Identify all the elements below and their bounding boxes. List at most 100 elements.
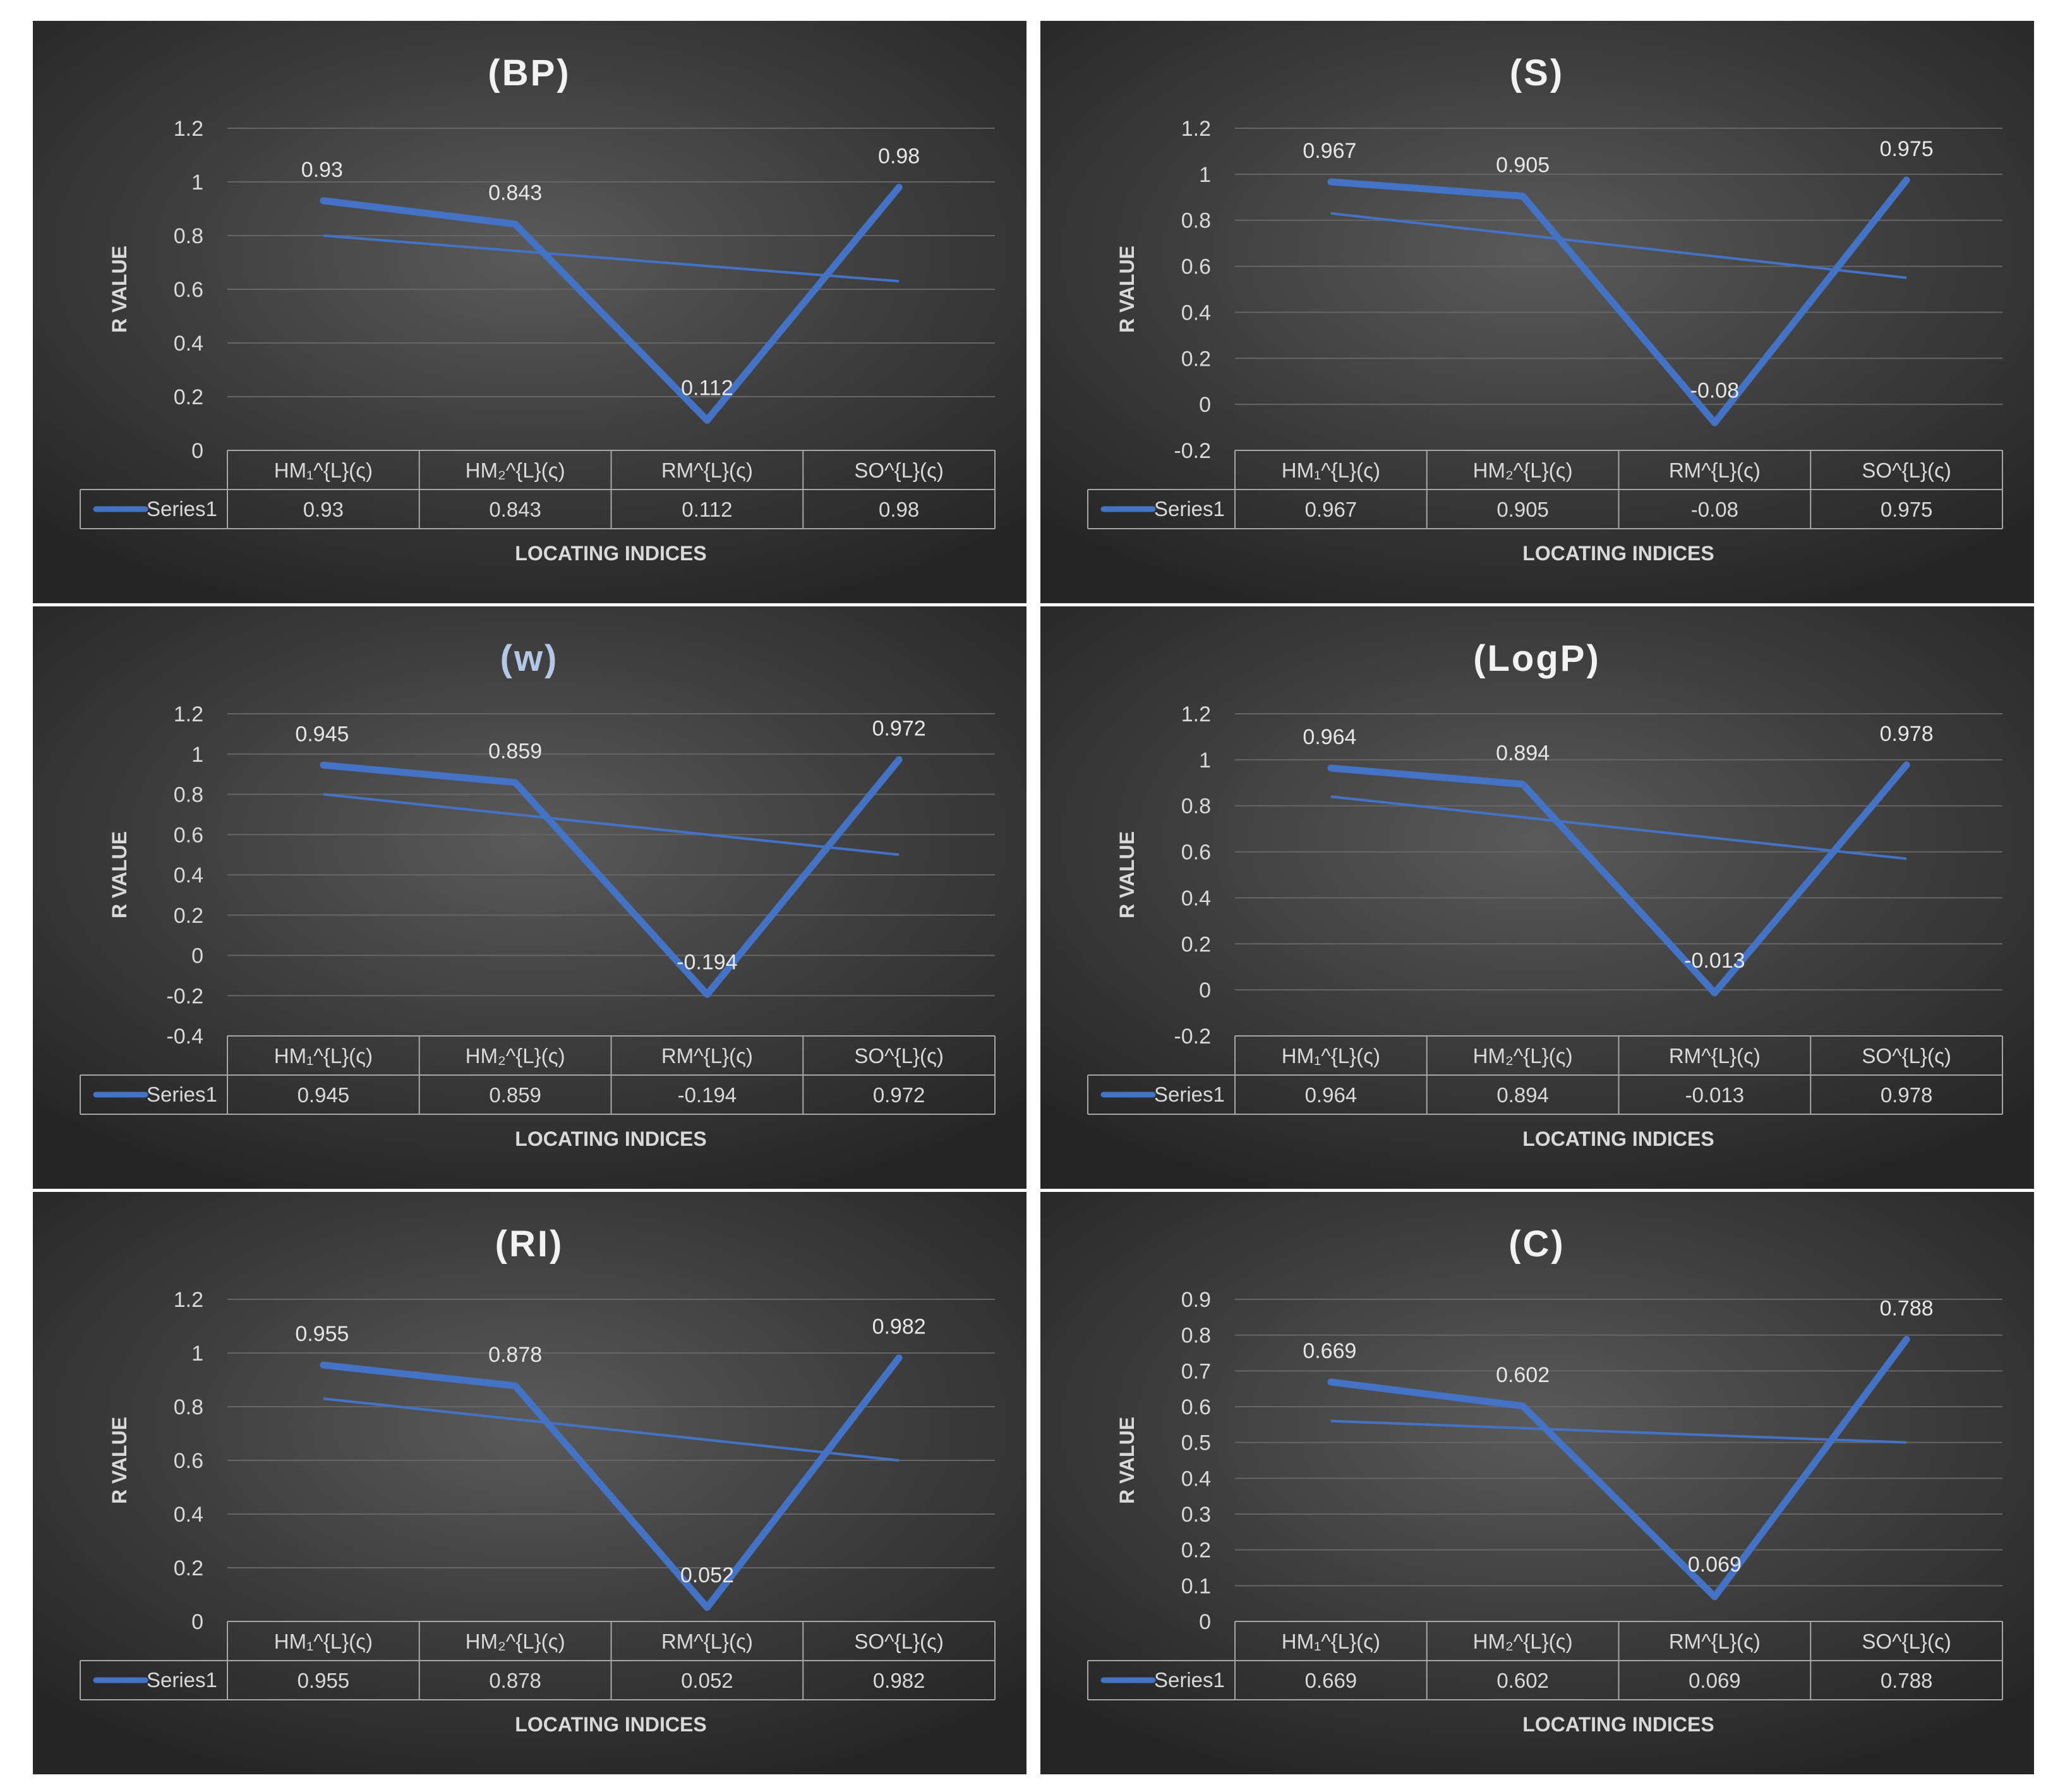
chart-panel-c: (C) 0 0.1 0.2 0.3 0.4 0.5 0.6 0.7 0.8 0.9 R VALUE HM… <box>1040 1192 2034 1774</box>
chart-panel-w: (w) -0.4 -0.2 0 0.2 0.4 0.6 0.8 1 1.2 R VALUE HM₁^{… <box>33 606 1026 1189</box>
y-tick-label: 0.4 <box>1181 301 1211 325</box>
legend-series-name: Series1 <box>1154 1668 1225 1692</box>
legend-series-name: Series1 <box>147 497 217 520</box>
trendline <box>1330 1419 1907 1444</box>
chart-title: (S) <box>1510 52 1564 93</box>
series-line <box>1327 1335 1910 1601</box>
category-label: SO^{L}(ς) <box>854 459 943 482</box>
legend-series-name: Series1 <box>1154 497 1225 520</box>
data-label: 0.975 <box>1880 137 1934 161</box>
category-label: SO^{L}(ς) <box>1862 459 1951 482</box>
legend-series-name: Series1 <box>147 1083 217 1106</box>
y-tick-label: 0.8 <box>174 224 203 248</box>
data-point <box>1327 178 1334 185</box>
category-label: HM₂^{L}(ς) <box>1473 459 1573 482</box>
category-label: RM^{L}(ς) <box>1669 459 1761 482</box>
y-axis-title: R VALUE <box>108 246 131 333</box>
category-label: RM^{L}(ς) <box>1669 1044 1761 1067</box>
y-tick-label: 1 <box>1199 163 1211 187</box>
data-label: -0.08 <box>1690 378 1740 402</box>
y-tick-label: 0.2 <box>1181 347 1211 371</box>
chart-panel-logp: (LogP) -0.2 0 0.2 0.4 0.6 0.8 1 1.2 R VALUE HM₁^{L… <box>1040 606 2034 1189</box>
y-tick-label: 0.8 <box>1181 209 1211 233</box>
data-point <box>896 184 903 191</box>
y-tick-label: 1 <box>191 743 203 767</box>
y-tick-label: 1.2 <box>1181 702 1211 726</box>
category-label: HM₁^{L}(ς) <box>274 459 373 482</box>
chart-title: (w) <box>500 638 559 679</box>
data-label: 0.93 <box>301 158 343 182</box>
y-tick-label: 0.6 <box>1181 255 1211 279</box>
table-value: 0.98 <box>879 498 919 521</box>
category-label: RM^{L}(ς) <box>1669 1630 1761 1653</box>
data-table <box>80 1621 996 1700</box>
series-line <box>320 1354 903 1611</box>
y-tick-label: 1.2 <box>1181 117 1211 141</box>
data-point <box>512 1382 519 1389</box>
series-line <box>320 756 903 998</box>
data-point <box>1903 176 1910 183</box>
data-table <box>1087 1621 2003 1700</box>
category-label: HM₂^{L}(ς) <box>1473 1630 1573 1653</box>
data-point <box>320 762 327 769</box>
data-point <box>512 220 519 227</box>
data-label: 0.788 <box>1880 1296 1934 1320</box>
y-tick-label: 0.6 <box>1181 841 1211 865</box>
table-value: -0.08 <box>1691 498 1738 521</box>
line-chart: (BP) 0 0.2 0.4 0.6 0.8 1 1.2 R VALUE HM₁^{L}(ς) 0.… <box>80 52 996 565</box>
data-label: -0.194 <box>677 950 737 974</box>
y-tick-label: 0.1 <box>1181 1574 1211 1598</box>
line-chart: (S) -0.2 0 0.2 0.4 0.6 0.8 1 1.2 R VALUE HM₁^{L}(ς… <box>1087 52 2003 565</box>
table-value: 0.975 <box>1881 498 1933 521</box>
data-label: 0.967 <box>1303 139 1356 163</box>
data-label: 0.978 <box>1880 722 1934 746</box>
table-value: 0.878 <box>489 1669 541 1692</box>
y-tick-label: 0.6 <box>1181 1395 1211 1419</box>
table-value: 0.669 <box>1305 1669 1358 1692</box>
y-tick-label: 0.4 <box>174 1503 203 1527</box>
y-tick-label: 0.4 <box>174 863 203 887</box>
data-point <box>1711 989 1718 996</box>
data-point <box>512 779 519 786</box>
category-label: SO^{L}(ς) <box>1862 1044 1951 1067</box>
series-line <box>1327 761 1910 997</box>
category-label: RM^{L}(ς) <box>661 1630 753 1653</box>
chart-panel-ri: (RI) 0 0.2 0.4 0.6 0.8 1 1.2 R VALUE HM₁^{L}(ς) 0.… <box>33 1192 1026 1774</box>
data-point <box>896 756 903 763</box>
category-label: HM₁^{L}(ς) <box>1282 1630 1380 1653</box>
series-line <box>1327 176 1910 426</box>
legend-series-name: Series1 <box>147 1668 217 1692</box>
line-chart: (C) 0 0.1 0.2 0.3 0.4 0.5 0.6 0.7 0.8 0.9 R VALUE HM… <box>1087 1224 2003 1736</box>
y-tick-label: 0.6 <box>174 1449 203 1473</box>
category-label: HM₂^{L}(ς) <box>1473 1044 1573 1067</box>
data-label: 0.955 <box>295 1322 349 1346</box>
y-tick-label: 0.8 <box>1181 1324 1211 1348</box>
category-label: HM₁^{L}(ς) <box>1282 1044 1380 1067</box>
chart-title: (C) <box>1508 1224 1565 1265</box>
data-point <box>320 1362 327 1369</box>
y-tick-label: 0.2 <box>174 904 203 928</box>
data-point <box>1903 1336 1910 1343</box>
category-label: HM₂^{L}(ς) <box>466 1630 565 1653</box>
trendline <box>323 234 900 283</box>
table-value: 0.945 <box>298 1083 350 1107</box>
legend-series-name: Series1 <box>1154 1083 1225 1106</box>
y-tick-label: 1 <box>191 171 203 195</box>
y-tick-label: -0.2 <box>1174 439 1211 463</box>
y-axis-title: R VALUE <box>1116 831 1138 918</box>
y-tick-label: 0 <box>1199 393 1211 417</box>
table-value: 0.052 <box>681 1669 733 1692</box>
y-tick-label: 0.3 <box>1181 1503 1211 1527</box>
y-tick-label: 0.2 <box>174 1556 203 1580</box>
trendline <box>323 1397 900 1462</box>
y-tick-label: 0.2 <box>1181 932 1211 956</box>
y-tick-label: 1.2 <box>174 117 203 141</box>
x-axis-title: LOCATING INDICES <box>1522 542 1714 565</box>
y-axis-title: R VALUE <box>1116 1417 1138 1504</box>
data-table <box>1087 1035 2003 1115</box>
table-value: 0.894 <box>1496 1083 1549 1107</box>
table-value: 0.069 <box>1689 1669 1741 1692</box>
y-tick-label: 0.4 <box>1181 1467 1211 1491</box>
y-tick-label: 0.4 <box>1181 886 1211 910</box>
x-axis-title: LOCATING INDICES <box>515 542 706 565</box>
